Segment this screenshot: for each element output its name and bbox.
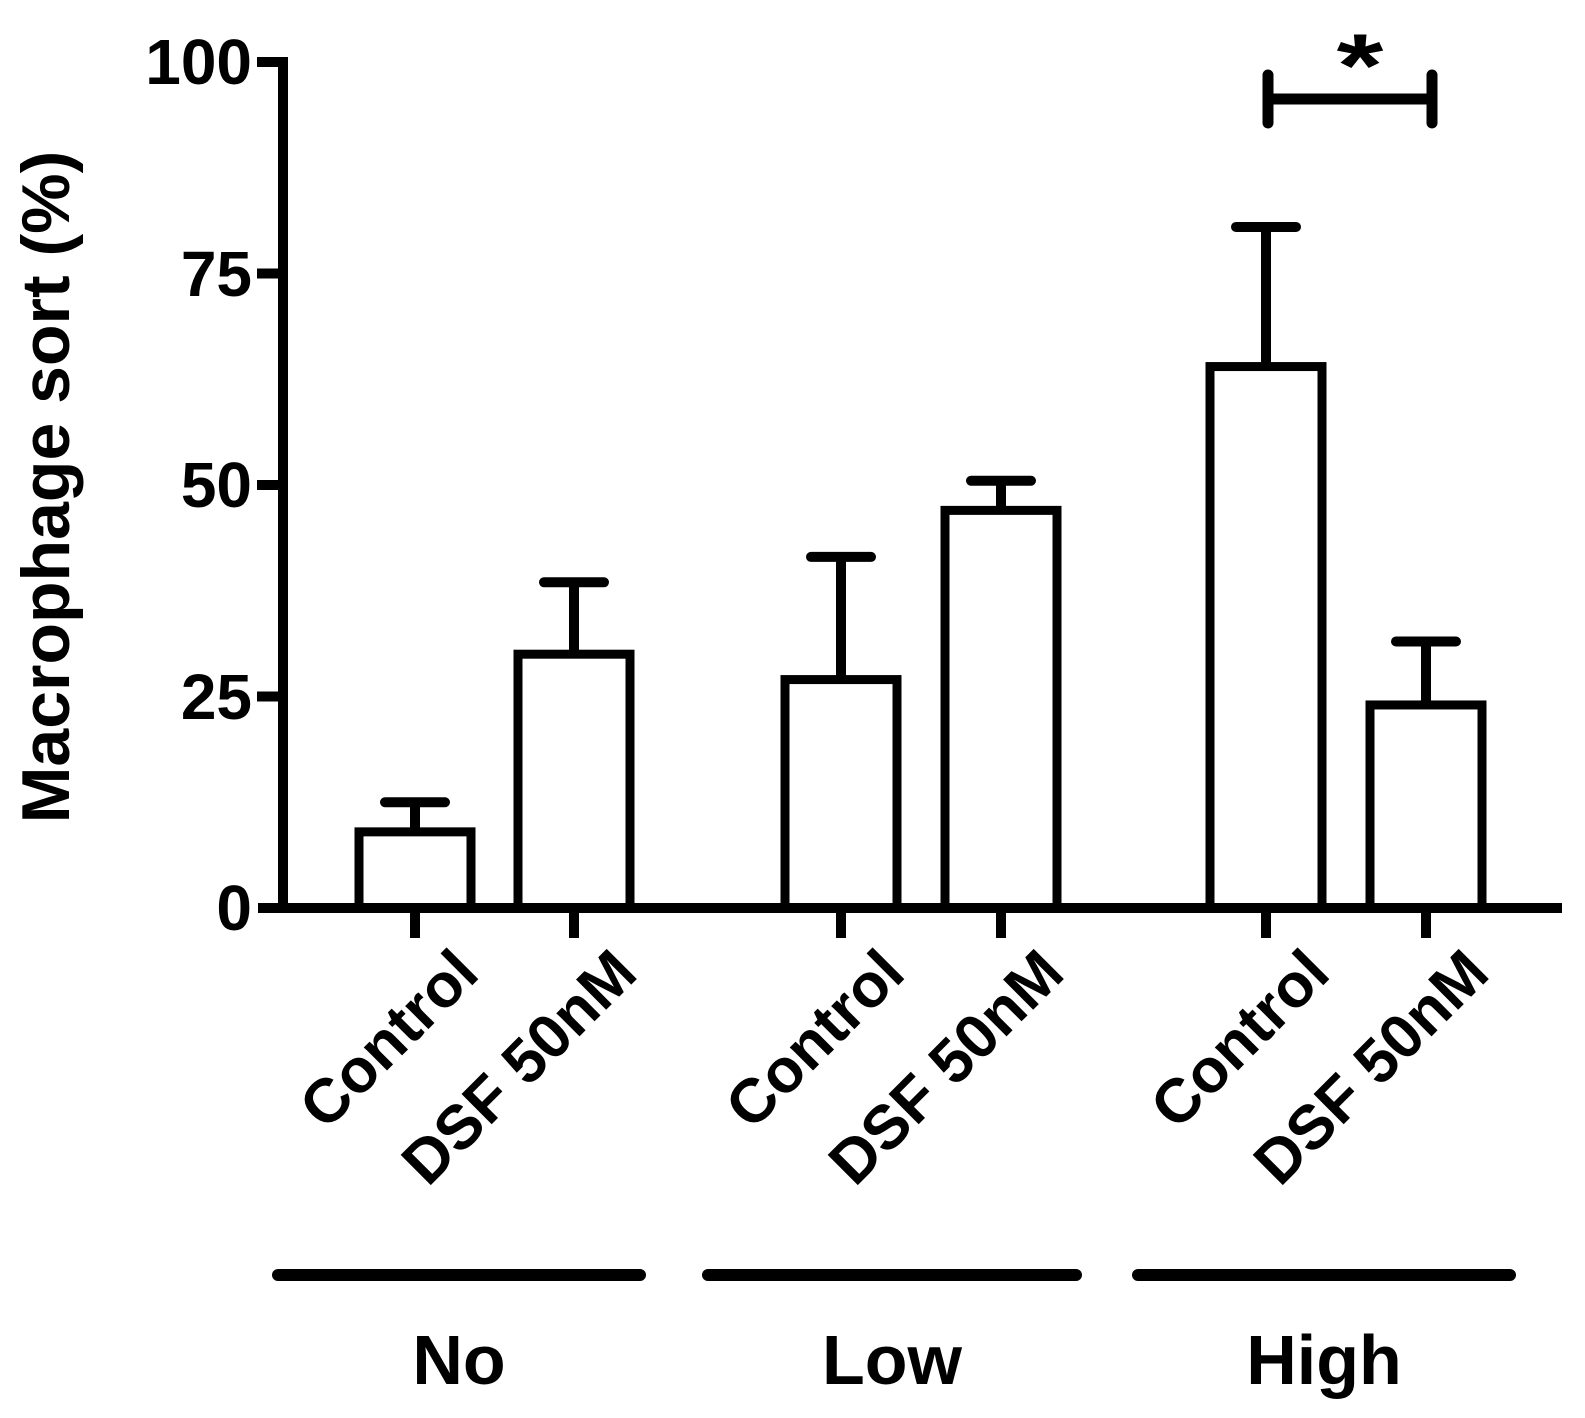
y-axis-title: Macrophage sort (%)	[8, 150, 84, 824]
bar-high-control	[1205, 362, 1327, 913]
bar-low-dsf-50nm	[940, 505, 1062, 913]
significance-star: *	[1337, 16, 1385, 116]
bar-high-dsf-50nm	[1365, 700, 1487, 913]
bar-no-control	[354, 827, 476, 913]
y-tick-label-100: 100	[145, 26, 252, 98]
y-tick-label-25: 25	[180, 660, 252, 733]
y-tick-label-0: 0	[216, 872, 252, 944]
group-label-no: No	[412, 1321, 506, 1399]
bar-low-control	[780, 675, 902, 913]
y-tick-label-50: 50	[180, 449, 252, 521]
group-label-high: High	[1246, 1321, 1402, 1399]
y-tick-label-75: 75	[180, 237, 252, 310]
group-label-low: Low	[822, 1321, 962, 1399]
bar-no-dsf-50nm	[513, 649, 635, 913]
